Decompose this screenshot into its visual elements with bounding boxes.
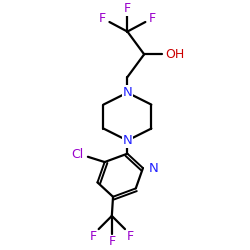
Text: F: F (149, 12, 156, 25)
Text: F: F (90, 230, 97, 243)
Text: Cl: Cl (72, 148, 84, 161)
Text: N: N (122, 86, 132, 99)
Text: OH: OH (166, 48, 185, 61)
Text: F: F (127, 230, 134, 243)
Text: F: F (99, 12, 106, 25)
Text: N: N (122, 134, 132, 147)
Text: F: F (108, 235, 116, 248)
Text: N: N (149, 162, 158, 174)
Text: F: F (124, 2, 131, 15)
